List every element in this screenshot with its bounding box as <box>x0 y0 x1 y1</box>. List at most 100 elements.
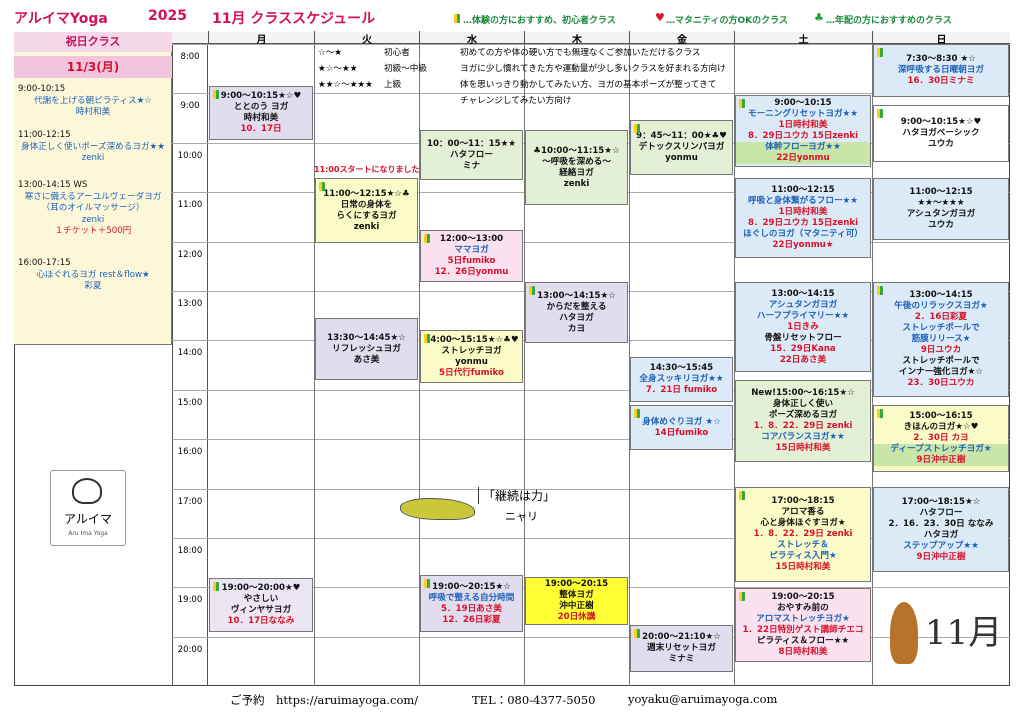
class-line: 14日fumiko <box>654 427 709 438</box>
class-box: 19:00～20:00★♥ やさしい ヴィンヤサヨガ 10．17日ななみ <box>209 578 313 632</box>
beginner-icon <box>739 491 745 500</box>
class-line: ほぐしのヨガ（マタニティ可） <box>743 229 863 239</box>
level-name: 初心者 <box>384 48 410 58</box>
level-stars: ☆～★ <box>318 48 343 58</box>
sidebar-line: 11:00-12:15 <box>18 130 71 140</box>
class-line: 23．30日ユウカ <box>907 378 975 388</box>
class-line: ピラティス＆フロー★★ <box>756 636 850 646</box>
class-line: 1日時村和美 <box>778 120 828 130</box>
class-line: 経絡ヨガ <box>559 167 594 178</box>
class-box: ♣10:00～11:15★☆ ～呼吸を深める～ 経絡ヨガ zenki <box>525 130 628 205</box>
sidebar-line: 13:00-14:15 WS <box>18 180 88 190</box>
day-header: 水 <box>419 31 524 46</box>
class-line: 12．26日彩夏 <box>442 614 501 625</box>
class-line: 15．29日Kana <box>770 343 836 354</box>
beginner-icon <box>454 14 460 23</box>
row-line <box>172 241 1010 243</box>
class-box: 7:30～8:30 ★☆ 深呼吸する日曜朝ヨガ 16．30日ミナミ <box>873 44 1009 97</box>
logo-mark <box>72 478 102 504</box>
class-line: 呼吸と身体繋がるフロー★★ <box>748 196 858 206</box>
beginner-icon <box>739 99 745 108</box>
time-label: 12:00 <box>177 249 203 260</box>
class-box: 9：45～11：00★♣♥ デトックスリンパヨガ yonmu <box>630 120 733 175</box>
class-box: 9:00～10:15★☆♥ ととのう ヨガ 時村和美 10．17日 <box>209 86 313 140</box>
class-line: 週末リセットヨガ <box>647 643 716 653</box>
class-line: インナー強化ヨガ★☆ <box>898 367 984 377</box>
class-line: 15日時村和美 <box>775 443 831 453</box>
beginner-icon <box>634 409 640 418</box>
class-line: モーニングリセットヨガ★★ <box>748 109 858 119</box>
class-line: 10．17日 <box>240 124 282 134</box>
class-line: 22日yonmu <box>736 153 870 164</box>
class-line: ストレッチヨガ <box>441 345 502 356</box>
class-line: 5日代行fumiko <box>439 367 504 378</box>
class-line: 20日休講 <box>557 612 596 622</box>
class-line: ヴィンヤサヨガ <box>230 605 292 615</box>
class-line: カヨ <box>567 323 586 334</box>
class-line: ハタヨガベーシック <box>902 128 980 138</box>
class-line: あさ美 <box>353 354 380 365</box>
sidebar-line: 心ほぐれるヨガ rest＆flow★ <box>36 269 150 280</box>
sidebar-line: zenki <box>81 214 105 225</box>
deco-figure <box>890 602 918 664</box>
class-line: ハタヨガ <box>923 529 959 540</box>
class-line: 19:00～20:15 <box>544 579 609 589</box>
class-box: 10：00～11：15★★ ハタフロー ミナ <box>420 130 523 180</box>
header-row <box>172 32 1010 44</box>
sidebar <box>14 32 172 345</box>
class-line: ミナミ <box>668 654 695 664</box>
class-line: 7:30～8:30 ★☆ <box>906 54 976 64</box>
row-line <box>172 636 1010 638</box>
logo-text: アルイマ <box>64 512 112 526</box>
class-line: 身体正しく使い <box>772 399 834 409</box>
class-line: おやすみ前の <box>777 603 829 613</box>
sidebar-line: 身体正しく使いポーズ深めるヨガ★★ <box>21 141 165 152</box>
class-box: 13:00～14:15★☆ からだを整える ハタヨガ カヨ <box>525 282 628 343</box>
class-line: 全身スッキリヨガ★★ <box>639 374 724 384</box>
class-line: ハーフプライマリー★★ <box>756 310 850 321</box>
time-label: 10:00 <box>177 150 203 161</box>
class-line: yonmu <box>455 356 488 367</box>
notice: 11:00スタートになりました <box>314 165 420 174</box>
row-line <box>172 439 1010 441</box>
sidebar-line: 9:00-10:15 <box>18 84 66 94</box>
column-line <box>734 44 735 686</box>
beginner-icon <box>877 286 883 295</box>
class-line: アロマ香る <box>781 507 825 517</box>
legend-beginner: …体験の方におすすめ、初心者クラス <box>463 16 616 26</box>
beginner-icon <box>529 286 535 295</box>
day-header: 火 <box>314 31 419 46</box>
class-box: New!15:00～16:15★☆ 身体正しく使い ポーズ深めるヨガ 1．8．22．2… <box>735 380 871 462</box>
class-box: 11:00～12:15★☆♣ 日常の身体を らくにするヨガ zenki <box>315 178 418 243</box>
level-desc: ヨガに少し慣れてきた方や運動量が少し多いクラスを好まれる方向け <box>460 64 726 74</box>
class-line: 12:00～13:00 <box>439 234 504 244</box>
class-box: 11:00～12:15 呼吸と身体繋がるフロー★★ 1日時村和美 8．29日ユウカ 1… <box>735 178 871 258</box>
class-line: 9日沖中正樹 <box>874 455 1008 466</box>
class-line: 8．29日ユウカ 15日zenki <box>747 218 859 228</box>
class-line: 9日沖中正樹 <box>916 551 966 562</box>
beginner-icon <box>424 579 430 588</box>
column-line <box>419 44 420 686</box>
brand: アルイマYoga <box>14 11 108 27</box>
class-line: 2．16．23．30日 ななみ <box>888 518 994 529</box>
level-desc: チャレンジしてみたい方向け <box>460 96 572 106</box>
row-line <box>172 389 1010 391</box>
class-line: 5．19日あさ美 <box>441 603 502 614</box>
beginner-icon <box>877 409 883 418</box>
beginner-icon <box>877 48 883 57</box>
footer-web: ご予約 https://aruimayoga.com/ <box>230 693 419 707</box>
day-header: 木 <box>524 31 629 46</box>
level-name: 上級 <box>384 80 402 90</box>
clover-icon: ♣ <box>814 11 824 24</box>
class-line: ピラティス入門★ <box>769 551 837 561</box>
mascot-cat <box>400 498 475 520</box>
class-line: 9：45～11：00★♣♥ <box>636 131 727 141</box>
level-desc: 体を思いっきり動かしてみたい方、ヨガの基本ポーズが整ってきて <box>460 80 717 90</box>
class-line: ディープストレッチヨガ★ <box>874 444 1008 455</box>
beginner-icon <box>424 334 430 343</box>
class-line: ★★～★★★ <box>917 198 965 208</box>
class-line: 8日時村和美 <box>778 647 828 657</box>
class-line: やさしい <box>243 594 279 604</box>
class-line: ストレッチポールで <box>902 356 980 366</box>
column-line <box>629 44 630 686</box>
